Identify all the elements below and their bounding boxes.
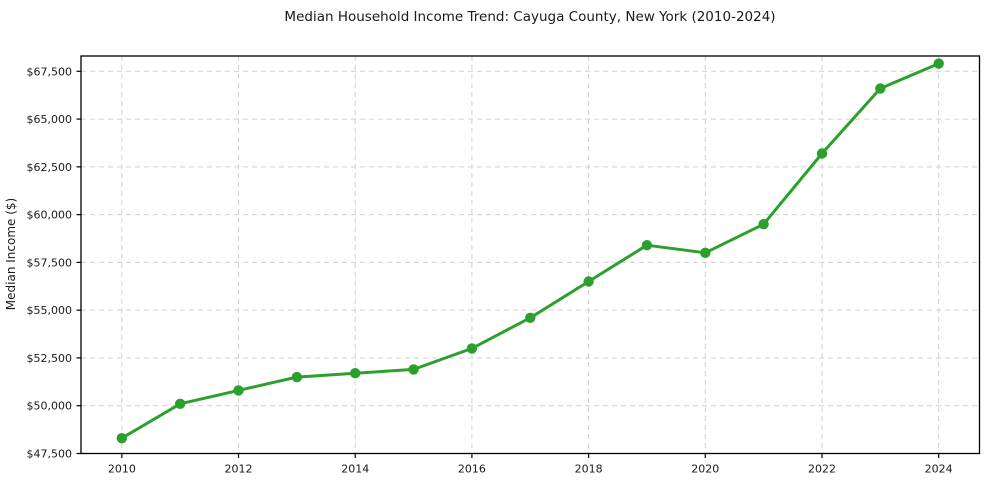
y-tick-label: $57,500 (27, 256, 73, 269)
gridlines (81, 56, 980, 454)
data-point-2023 (875, 83, 886, 94)
x-tick-label: 2020 (691, 463, 719, 476)
data-point-2016 (466, 343, 478, 354)
y-tick-label: $52,500 (27, 352, 73, 365)
chart-title: Median Household Income Trend: Cayuga Co… (284, 9, 775, 25)
trend-line (120, 62, 941, 440)
data-point-2020 (700, 247, 711, 258)
axis-ticks: 2010 2012 2014 2016 2018 2020 2022 2024 $47,500 $… (27, 65, 953, 475)
x-tick-label: 2016 (458, 463, 486, 476)
data-point-2021 (758, 219, 769, 230)
data-point-2022 (816, 148, 828, 159)
plot-border (80, 55, 981, 455)
data-point-2013 (291, 371, 303, 383)
x-tick-label: 2024 (925, 463, 953, 476)
y-tick-label: $60,000 (27, 209, 73, 222)
x-tick-label: 2014 (341, 463, 369, 476)
data-point-2015 (408, 364, 419, 375)
x-tick-label: 2010 (108, 463, 136, 476)
y-tick-label: $67,500 (27, 65, 73, 78)
data-point-2018 (583, 276, 594, 287)
plot-border-rect (80, 55, 981, 455)
x-tick-label: 2022 (808, 463, 836, 476)
y-axis-label: Median Income ($) (4, 198, 18, 310)
data-point-2011 (175, 398, 186, 409)
data-series (116, 58, 944, 444)
data-point-2019 (641, 240, 653, 251)
y-tick-label: $47,500 (27, 448, 73, 461)
y-tick-label: $55,000 (27, 304, 73, 317)
y-tick-label: $50,000 (27, 400, 73, 413)
x-tick-label: 2012 (225, 463, 253, 476)
y-tick-label: $65,000 (27, 113, 73, 126)
y-tick-label: $62,500 (27, 161, 73, 174)
data-point-2017 (525, 312, 536, 323)
data-point-2012 (233, 385, 244, 396)
data-point-2010 (116, 433, 128, 444)
x-tick-label: 2018 (575, 463, 603, 476)
data-point-2014 (350, 368, 361, 379)
data-point-2024 (933, 58, 944, 69)
